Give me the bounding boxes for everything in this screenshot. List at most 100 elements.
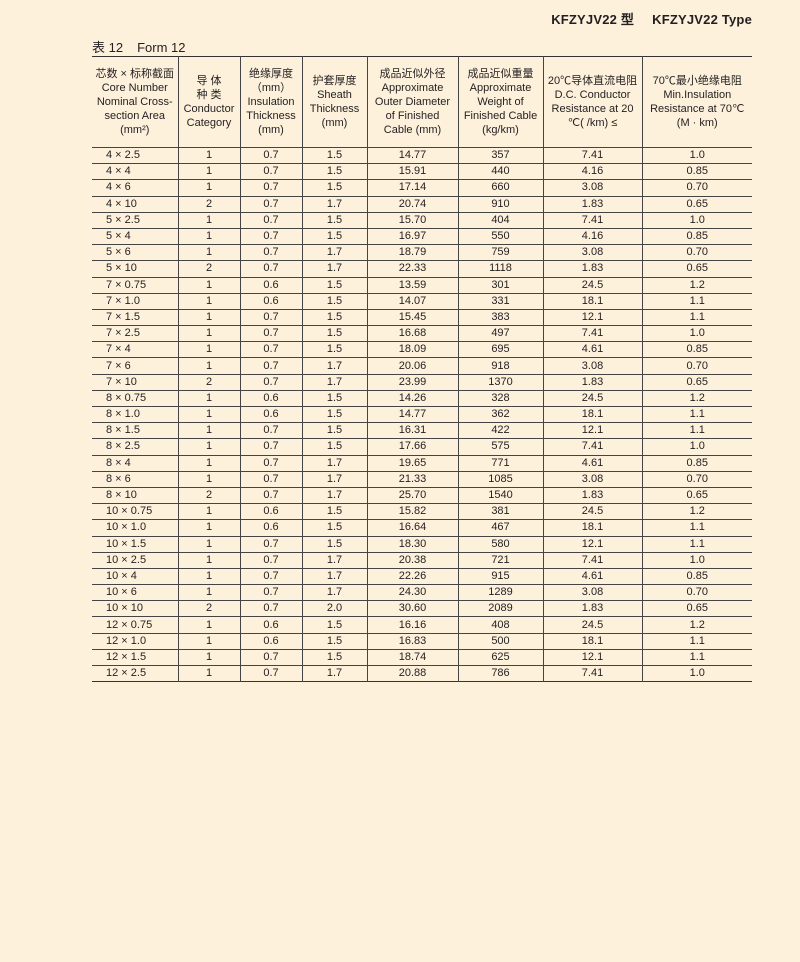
table-cell: 17.14 — [366, 179, 458, 197]
table-cell: 0.7 — [239, 568, 302, 586]
table-cell: 7.41 — [542, 325, 642, 343]
table-cell: 5 × 6 — [92, 244, 178, 262]
table-row: 10 × 2.5 1 0.7 1.7 20.38 721 7.41 1.0 — [92, 552, 752, 569]
table-cell: 1.5 — [301, 277, 367, 294]
table-cell: 17.66 — [366, 438, 458, 456]
column-header-line: Approximate — [381, 82, 444, 94]
table-cell: 1.0 — [641, 147, 752, 165]
table-row: 4 × 2.5 1 0.7 1.5 14.77 357 7.41 1.0 — [92, 147, 752, 165]
column-header-line: Min.Insulation — [663, 89, 732, 101]
table-cell: 1.83 — [542, 374, 642, 391]
table-cell: 2.0 — [301, 600, 367, 618]
table-cell: 0.7 — [239, 584, 302, 602]
table-cell: 1 — [177, 277, 240, 294]
table-cell: 16.16 — [366, 616, 458, 634]
table-cell: 1085 — [457, 471, 543, 488]
table-row: 8 × 1.5 1 0.7 1.5 16.31 422 12.1 1.1 — [92, 422, 752, 440]
table-cell: 625 — [457, 649, 543, 667]
table-cell: 1 — [177, 179, 240, 197]
table-cell: 362 — [457, 406, 543, 424]
table-row: 7 × 10 2 0.7 1.7 23.99 1370 1.83 0.65 — [92, 374, 752, 391]
table-cell: 381 — [457, 503, 543, 521]
table-cell: 1.1 — [641, 649, 752, 667]
table-cell: 1.5 — [301, 325, 367, 343]
column-header-line: of Finished — [385, 110, 440, 122]
table-cell: 12.1 — [542, 536, 642, 553]
table-cell: 1.7 — [301, 584, 367, 602]
table-row: 12 × 0.75 1 0.6 1.5 16.16 408 24.5 1.2 — [92, 616, 752, 634]
title-en: KFZYJV22 Type — [652, 12, 752, 27]
table-cell: 12 × 1.0 — [92, 633, 178, 650]
table-cell: 1.7 — [301, 260, 367, 278]
table-cell: 1118 — [457, 260, 543, 278]
table-cell: 383 — [457, 309, 543, 327]
title-cn: KFZYJV22 型 — [551, 12, 635, 27]
table-cell: 404 — [457, 212, 543, 229]
table-cell: 12.1 — [542, 649, 642, 667]
table-cell: 1.83 — [542, 487, 642, 505]
table-cell: 7.41 — [542, 212, 642, 229]
table-cell: 18.1 — [542, 293, 642, 310]
table-cell: 0.85 — [641, 228, 752, 246]
form-label: 表 12 Form 12 — [92, 37, 185, 56]
table-cell: 10 × 1.0 — [92, 519, 178, 537]
table-row: 8 × 1.0 1 0.6 1.5 14.77 362 18.1 1.1 — [92, 406, 752, 424]
table-cell: 771 — [457, 455, 543, 472]
table-cell: 0.70 — [641, 471, 752, 488]
table-cell: 1.7 — [301, 357, 367, 375]
table-cell: 2 — [177, 487, 240, 505]
table-cell: 0.7 — [239, 600, 302, 618]
table-cell: 12 × 1.5 — [92, 649, 178, 667]
table-cell: 20.38 — [366, 552, 458, 569]
table-cell: 1 — [177, 633, 240, 650]
table-cell: 1 — [177, 536, 240, 553]
table-row: 10 × 6 1 0.7 1.7 24.30 1289 3.08 0.70 — [92, 584, 752, 602]
table-cell: 23.99 — [366, 374, 458, 391]
table-cell: 1.7 — [301, 487, 367, 505]
table-cell: 19.65 — [366, 455, 458, 472]
table-cell: 0.7 — [239, 471, 302, 488]
column-header: 成品近似外径 Approximate Outer Diameter of Finish… — [366, 56, 458, 148]
table-cell: 2089 — [457, 600, 543, 618]
table-cell: 15.70 — [366, 212, 458, 229]
table-cell: 721 — [457, 552, 543, 569]
table-cell: 1.5 — [301, 147, 367, 165]
table-cell: 0.6 — [239, 633, 302, 650]
table-cell: 4.61 — [542, 341, 642, 359]
table-cell: 0.7 — [239, 374, 302, 391]
table-cell: 16.68 — [366, 325, 458, 343]
table-cell: 1 — [177, 406, 240, 424]
table-cell: 915 — [457, 568, 543, 586]
table-cell: 1.1 — [641, 422, 752, 440]
table-cell: 0.70 — [641, 179, 752, 197]
table-cell: 1.83 — [542, 600, 642, 618]
table-cell: 1.7 — [301, 374, 367, 391]
table-cell: 4.61 — [542, 568, 642, 586]
table-cell: 759 — [457, 244, 543, 262]
table-cell: 7.41 — [542, 147, 642, 165]
column-header-line: (mm) — [321, 117, 348, 129]
table-cell: 16.97 — [366, 228, 458, 246]
table-cell: 1.7 — [301, 244, 367, 262]
table-cell: 422 — [457, 422, 543, 440]
column-header-line: Cable (mm) — [383, 124, 442, 136]
table-cell: 1.0 — [641, 212, 752, 229]
table-row: 4 × 6 1 0.7 1.5 17.14 660 3.08 0.70 — [92, 179, 752, 197]
table-cell: 1.83 — [542, 196, 642, 213]
table-cell: 1.83 — [542, 260, 642, 278]
table-cell: 8 × 2.5 — [92, 438, 178, 456]
table-cell: 14.77 — [366, 406, 458, 424]
column-header-line: Weight of — [477, 96, 524, 108]
table-row: 8 × 10 2 0.7 1.7 25.70 1540 1.83 0.65 — [92, 487, 752, 505]
table-cell: 8 × 6 — [92, 471, 178, 488]
column-header-line: 导 体 — [196, 75, 222, 87]
table-cell: 0.6 — [239, 406, 302, 424]
table-row: 7 × 4 1 0.7 1.5 18.09 695 4.61 0.85 — [92, 341, 752, 359]
table-cell: 22.26 — [366, 568, 458, 586]
table-cell: 0.7 — [239, 179, 302, 197]
table-cell: 1 — [177, 455, 240, 472]
column-header: 成品近似重量 Approximate Weight of Finished Cable… — [457, 56, 543, 148]
table-cell: 1.7 — [301, 552, 367, 569]
column-header: 绝缘厚度 （mm） Insulation Thickness (mm) — [239, 56, 302, 148]
table-cell: 7 × 1.0 — [92, 293, 178, 310]
